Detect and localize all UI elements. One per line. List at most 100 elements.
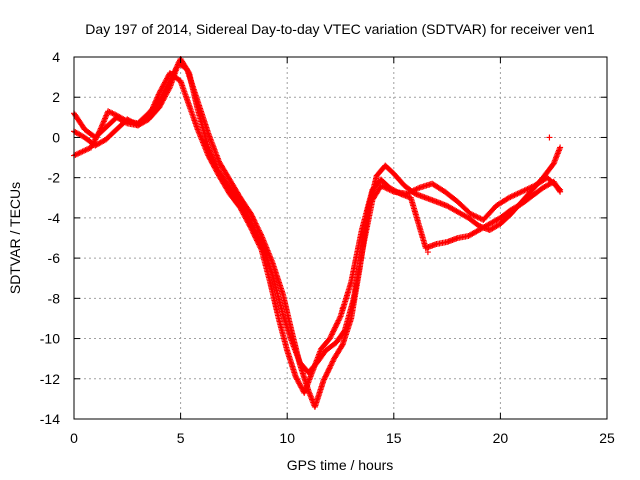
data-point — [250, 224, 257, 231]
data-point — [557, 144, 564, 151]
data-point — [336, 314, 343, 321]
data-point — [322, 373, 329, 380]
data-point — [172, 67, 179, 74]
data-point — [166, 78, 173, 85]
data-point — [247, 217, 254, 224]
data-point — [251, 225, 258, 232]
data-point — [328, 331, 335, 338]
data-point — [171, 68, 178, 75]
data-point — [169, 72, 176, 79]
data-point — [251, 227, 258, 234]
plot-frame — [73, 56, 608, 420]
data-point — [338, 342, 345, 349]
y-axis-label: SDTVAR / TECUs — [7, 182, 23, 294]
data-point — [546, 134, 553, 141]
chart-title: Day 197 of 2014, Sidereal Day-to-day VTE… — [85, 21, 595, 37]
x-tick-label: 0 — [70, 430, 78, 446]
data-point — [328, 332, 335, 339]
data-point — [326, 365, 333, 372]
data-point — [173, 64, 180, 71]
data-point — [168, 75, 175, 82]
data-point — [334, 318, 341, 325]
y-tick-labels: -14 -12 -10 -8 -6 -4 -2 0 2 4 — [40, 49, 60, 427]
x-tick-label: 10 — [279, 430, 295, 446]
x-tick-label: 20 — [493, 430, 509, 446]
data-point — [247, 218, 254, 225]
data-point — [321, 375, 328, 382]
data-point — [257, 239, 264, 246]
data-point — [330, 327, 337, 334]
data-point — [332, 324, 339, 331]
y-tick-label: 0 — [52, 129, 60, 145]
data-point — [334, 320, 341, 327]
axis-ticks — [73, 56, 608, 420]
data-point — [330, 328, 337, 335]
data-point — [170, 71, 177, 78]
data-points — [71, 56, 564, 410]
data-point — [166, 79, 173, 86]
x-tick-label: 5 — [177, 430, 185, 446]
y-tick-label: 4 — [52, 49, 60, 65]
data-point — [424, 249, 431, 256]
data-point — [320, 377, 327, 384]
data-point — [172, 65, 179, 72]
y-tick-label: -4 — [48, 210, 61, 226]
y-tick-label: -8 — [48, 290, 61, 306]
y-tick-label: 2 — [52, 89, 60, 105]
data-point — [332, 323, 339, 330]
data-point — [557, 186, 564, 193]
data-point — [257, 238, 264, 245]
data-point — [256, 236, 263, 243]
data-point — [555, 185, 562, 192]
data-point — [255, 234, 262, 241]
data-point — [336, 316, 343, 323]
data-point — [185, 68, 192, 75]
data-point — [249, 221, 256, 228]
data-point — [167, 76, 174, 83]
data-point — [335, 317, 342, 324]
data-point — [333, 321, 340, 328]
data-point — [95, 129, 102, 136]
data-point — [325, 366, 332, 373]
data-point — [339, 305, 346, 312]
data-point — [331, 325, 338, 332]
x-tick-label: 15 — [386, 430, 402, 446]
data-point — [325, 368, 332, 375]
data-point — [323, 372, 330, 379]
data-point — [174, 62, 181, 69]
data-point — [174, 61, 181, 68]
x-tick-label: 25 — [599, 430, 615, 446]
data-point — [170, 69, 177, 76]
data-point — [255, 235, 262, 242]
y-tick-label: -6 — [48, 250, 61, 266]
y-tick-label: -10 — [40, 331, 60, 347]
x-axis-label: GPS time / hours — [287, 457, 394, 473]
data-point — [327, 363, 334, 370]
data-point — [253, 231, 260, 238]
data-point — [249, 223, 256, 230]
data-point — [168, 73, 175, 80]
data-point — [326, 335, 333, 342]
data-point — [327, 334, 334, 341]
data-point — [329, 359, 336, 366]
data-point — [321, 376, 328, 383]
x-tick-labels: 0 5 10 15 20 25 — [70, 430, 615, 446]
y-tick-label: -14 — [40, 411, 60, 427]
data-point — [252, 228, 259, 235]
data-point — [324, 369, 331, 376]
data-point — [327, 362, 334, 369]
data-point — [122, 117, 129, 124]
data-point — [323, 370, 330, 377]
data-point — [340, 328, 347, 335]
data-point — [328, 361, 335, 368]
series-track-c — [71, 56, 564, 376]
data-point — [329, 358, 336, 365]
outlier-points — [339, 134, 553, 312]
data-point — [248, 220, 255, 227]
data-point — [329, 330, 336, 337]
data-point — [254, 232, 261, 239]
data-point — [253, 229, 260, 236]
y-tick-label: -2 — [48, 170, 61, 186]
y-tick-label: -12 — [40, 371, 60, 387]
